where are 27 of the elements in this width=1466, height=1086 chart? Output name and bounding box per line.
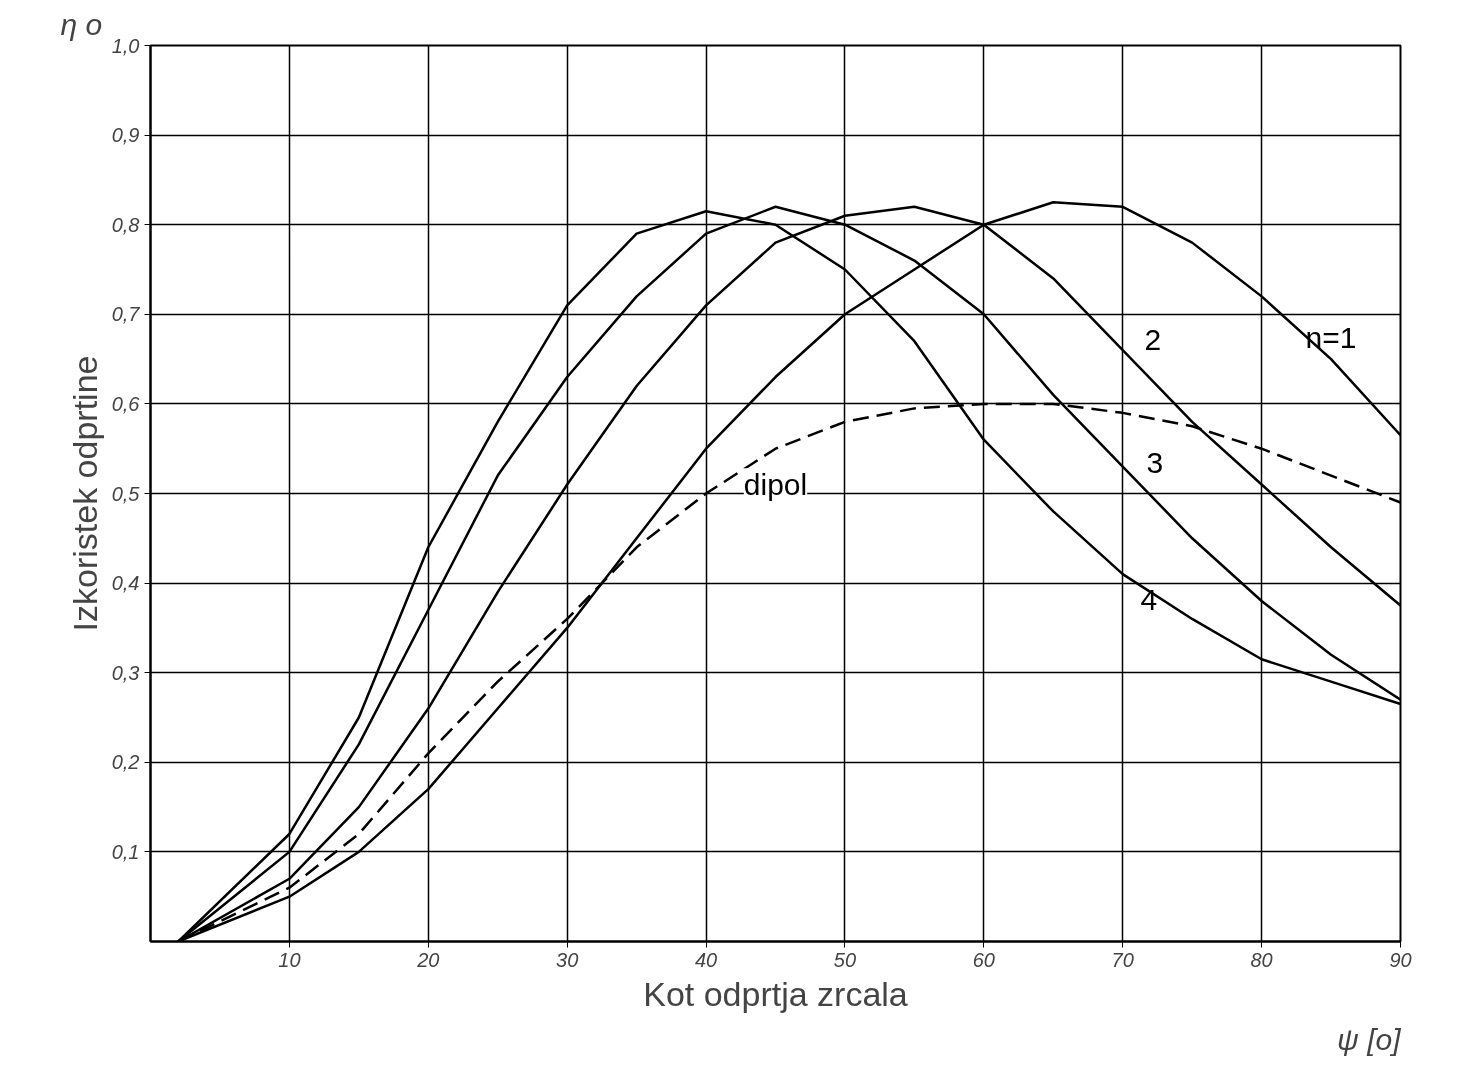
x-tick-label: 70: [1111, 948, 1134, 971]
text: η o: [60, 7, 103, 41]
y-tick-label: 1,0: [111, 34, 140, 57]
y-tick-label: 0,8: [111, 213, 140, 236]
x-tick-label: 10: [278, 948, 301, 971]
series-label: 3: [1146, 445, 1164, 479]
x-tick-label: 50: [833, 948, 857, 971]
x-axis-title: Kot odprtja zrcala: [643, 974, 908, 1013]
x-tick-label: 90: [1389, 948, 1412, 971]
x-tick-label: 40: [694, 948, 718, 971]
y-tick-label: 0,5: [111, 482, 141, 505]
series-label: 2: [1144, 323, 1162, 357]
y-tick-label: 0,1: [111, 840, 140, 863]
y-tick-label: 0,9: [111, 124, 140, 147]
series-label: n=1: [1305, 320, 1357, 354]
x-tick-label: 60: [972, 948, 995, 971]
y-tick-label: 0,4: [111, 572, 140, 595]
x-tick-label: 20: [416, 948, 440, 971]
text: ψ [o]: [1336, 1022, 1402, 1056]
x-tick-label: 30: [556, 948, 579, 971]
x-tick-label: 80: [1250, 948, 1273, 971]
y-axis-title: Izkoristek odprtine: [65, 355, 104, 632]
y-tick-label: 0,2: [111, 751, 140, 774]
y-tick-label: 0,6: [111, 392, 141, 415]
y-tick-label: 0,3: [111, 661, 140, 684]
y-tick-label: 0,7: [111, 303, 141, 326]
series-label: dipol: [743, 468, 808, 502]
